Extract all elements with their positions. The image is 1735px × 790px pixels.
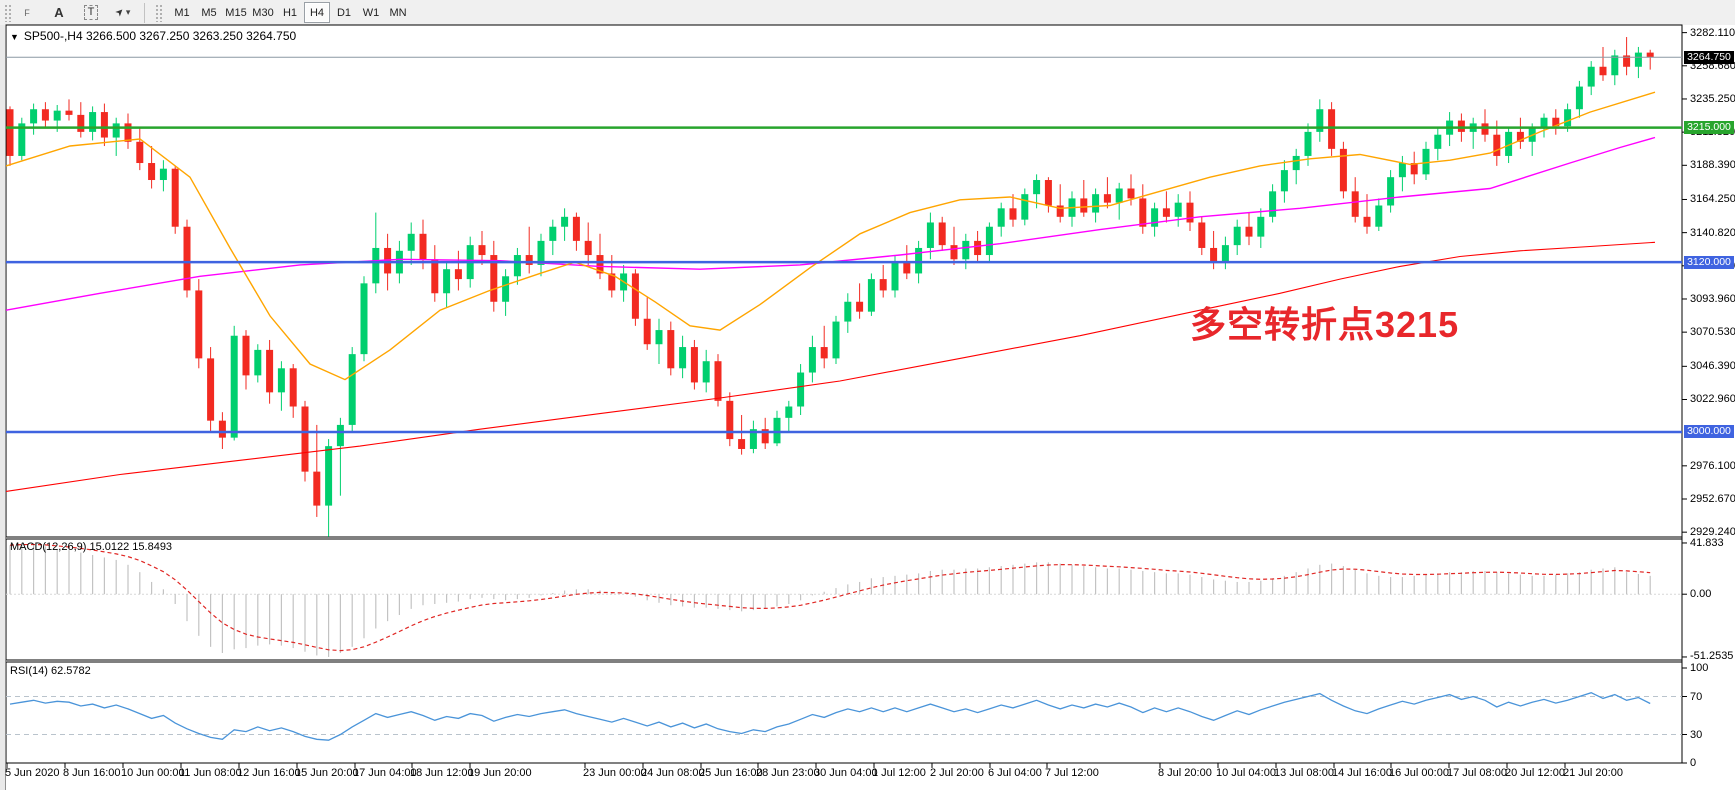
time-axis-label[interactable]: 25 Jun 16:00 bbox=[699, 767, 763, 779]
time-axis-label[interactable]: 15 Jun 20:00 bbox=[295, 767, 359, 779]
macd-axis-max: 41.833 bbox=[1690, 537, 1724, 549]
macd-axis-min: -51.2535 bbox=[1690, 650, 1734, 662]
time-axis-label[interactable]: 19 Jun 20:00 bbox=[468, 767, 532, 779]
time-axis-label[interactable]: 23 Jun 00:00 bbox=[583, 767, 647, 779]
price-axis-tick: 3282.110 bbox=[1690, 27, 1735, 39]
rsi-axis-0: 0 bbox=[1690, 757, 1697, 769]
price-axis-tick: 3070.530 bbox=[1690, 326, 1735, 338]
time-axis-label[interactable]: 18 Jun 12:00 bbox=[410, 767, 474, 779]
macd-indicator-label: MACD(12,26,9) 15.0122 15.8493 bbox=[10, 541, 173, 553]
price-axis-tick: 2976.100 bbox=[1690, 460, 1735, 472]
timeframe-button-mn[interactable]: MN bbox=[389, 6, 407, 19]
timeframe-group: M1 M5 M15 M30 H1 H4 D1 W1 MN bbox=[169, 2, 411, 23]
hline-price-tag: 3215.000 bbox=[1684, 121, 1734, 134]
time-axis-label[interactable]: 17 Jun 04:00 bbox=[353, 767, 417, 779]
text-label-glyph: T bbox=[83, 5, 99, 20]
time-axis-label[interactable]: 10 Jun 00:00 bbox=[121, 767, 185, 779]
font-tool-icon[interactable]: A bbox=[54, 5, 64, 20]
rsi-axis-100: 100 bbox=[1690, 662, 1709, 674]
time-axis-label[interactable]: 11 Jun 08:00 bbox=[179, 767, 242, 779]
timeframe-button-d1[interactable]: D1 bbox=[336, 6, 352, 19]
time-axis-label[interactable]: 17 Jul 08:00 bbox=[1447, 767, 1507, 779]
arrow-style-tool-icon[interactable]: ➤ ▾ bbox=[108, 1, 138, 24]
f-key-label: F bbox=[24, 7, 30, 18]
current-price-tag: 3264.750 bbox=[1684, 51, 1734, 64]
time-axis-label[interactable]: 14 Jul 16:00 bbox=[1332, 767, 1392, 779]
time-axis-label[interactable]: 16 Jul 00:00 bbox=[1389, 767, 1449, 779]
dropdown-caret-icon[interactable]: ▾ bbox=[125, 7, 131, 17]
time-axis-label[interactable]: 30 Jun 04:00 bbox=[814, 767, 878, 779]
time-axis-label[interactable]: 7 Jul 12:00 bbox=[1045, 767, 1099, 779]
timeframe-button-h4[interactable]: H4 bbox=[304, 2, 330, 23]
rsi-axis-70: 70 bbox=[1690, 691, 1703, 703]
time-axis-label[interactable]: 6 Jul 04:00 bbox=[988, 767, 1042, 779]
time-axis-label[interactable]: 8 Jul 20:00 bbox=[1158, 767, 1212, 779]
toolbar-separator bbox=[144, 2, 145, 23]
price-axis-tick: 2929.240 bbox=[1690, 526, 1735, 538]
timeframe-button-m5[interactable]: M5 bbox=[201, 6, 217, 19]
time-axis-label[interactable]: 13 Jul 08:00 bbox=[1274, 767, 1334, 779]
chart-title: ▼ SP500-,H4 3266.500 3267.250 3263.250 32… bbox=[10, 29, 296, 43]
rsi-axis-30: 30 bbox=[1690, 729, 1703, 741]
time-axis-label[interactable]: 28 Jun 23:00 bbox=[756, 767, 820, 779]
price-axis-tick: 3046.390 bbox=[1690, 360, 1735, 372]
chart-annotation-text[interactable]: 多空转折点3215 bbox=[1190, 304, 1460, 345]
time-axis-label[interactable]: 20 Jul 12:00 bbox=[1505, 767, 1565, 779]
rsi-indicator-label: RSI(14) 62.5782 bbox=[10, 665, 91, 677]
price-axis-tick: 3093.960 bbox=[1690, 293, 1735, 305]
hline-price-tag: 3000.000 bbox=[1684, 425, 1734, 438]
time-axis-label[interactable]: 1 Jul 12:00 bbox=[872, 767, 926, 779]
price-axis-tick: 3022.960 bbox=[1690, 393, 1735, 405]
timeframe-button-h1[interactable]: H1 bbox=[282, 6, 298, 19]
timeframe-button-m1[interactable]: M1 bbox=[174, 6, 190, 19]
toolbar-drag-handle[interactable] bbox=[4, 3, 12, 22]
price-axis-tick: 3188.390 bbox=[1690, 159, 1735, 171]
window-left-edge bbox=[0, 25, 6, 790]
time-axis-label[interactable]: 2 Jul 20:00 bbox=[930, 767, 984, 779]
time-axis-label[interactable]: 10 Jul 04:00 bbox=[1216, 767, 1276, 779]
time-axis-label[interactable]: 5 Jun 2020 bbox=[5, 767, 60, 779]
time-axis-label[interactable]: 12 Jun 16:00 bbox=[237, 767, 301, 779]
timeframe-button-m30[interactable]: M30 bbox=[252, 6, 274, 19]
symbol-ohlc-readout: SP500-,H4 3266.500 3267.250 3263.250 326… bbox=[23, 29, 297, 43]
timeframe-button-m15[interactable]: M15 bbox=[225, 6, 247, 19]
text-label-tool-icon[interactable]: T bbox=[76, 1, 106, 24]
time-axis-label[interactable]: 24 Jun 08:00 bbox=[641, 767, 705, 779]
hline-price-tag: 3120.000 bbox=[1684, 256, 1734, 269]
macd-axis-zero: 0.00 bbox=[1690, 588, 1712, 600]
timeframe-button-w1[interactable]: W1 bbox=[362, 6, 380, 19]
time-axis-label[interactable]: 21 Jul 20:00 bbox=[1563, 767, 1623, 779]
time-axis-label[interactable]: 8 Jun 16:00 bbox=[63, 767, 121, 779]
price-axis-tick: 3140.820 bbox=[1690, 227, 1735, 239]
symbol-dropdown-icon[interactable]: ▼ bbox=[10, 32, 19, 42]
price-axis-tick: 2952.670 bbox=[1690, 493, 1735, 505]
timeframe-drag-handle[interactable] bbox=[155, 3, 163, 22]
price-axis-tick: 3164.250 bbox=[1690, 193, 1735, 205]
price-axis-tick: 3235.250 bbox=[1690, 93, 1735, 105]
